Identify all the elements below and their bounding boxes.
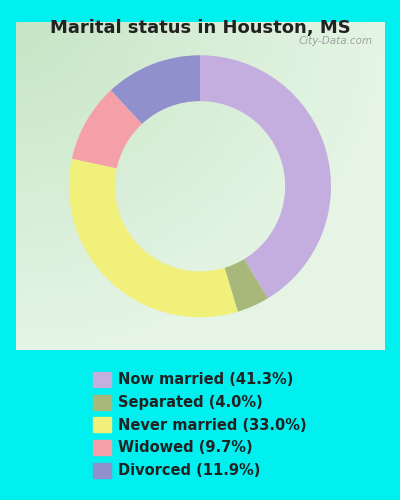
Wedge shape <box>200 55 331 298</box>
Wedge shape <box>72 90 142 168</box>
Wedge shape <box>224 259 268 312</box>
Text: City-Data.com: City-Data.com <box>299 36 373 46</box>
Legend: Now married (41.3%), Separated (4.0%), Never married (33.0%), Widowed (9.7%), Di: Now married (41.3%), Separated (4.0%), N… <box>88 366 312 484</box>
Text: Marital status in Houston, MS: Marital status in Houston, MS <box>50 19 350 37</box>
Wedge shape <box>69 158 238 317</box>
Wedge shape <box>111 55 200 124</box>
